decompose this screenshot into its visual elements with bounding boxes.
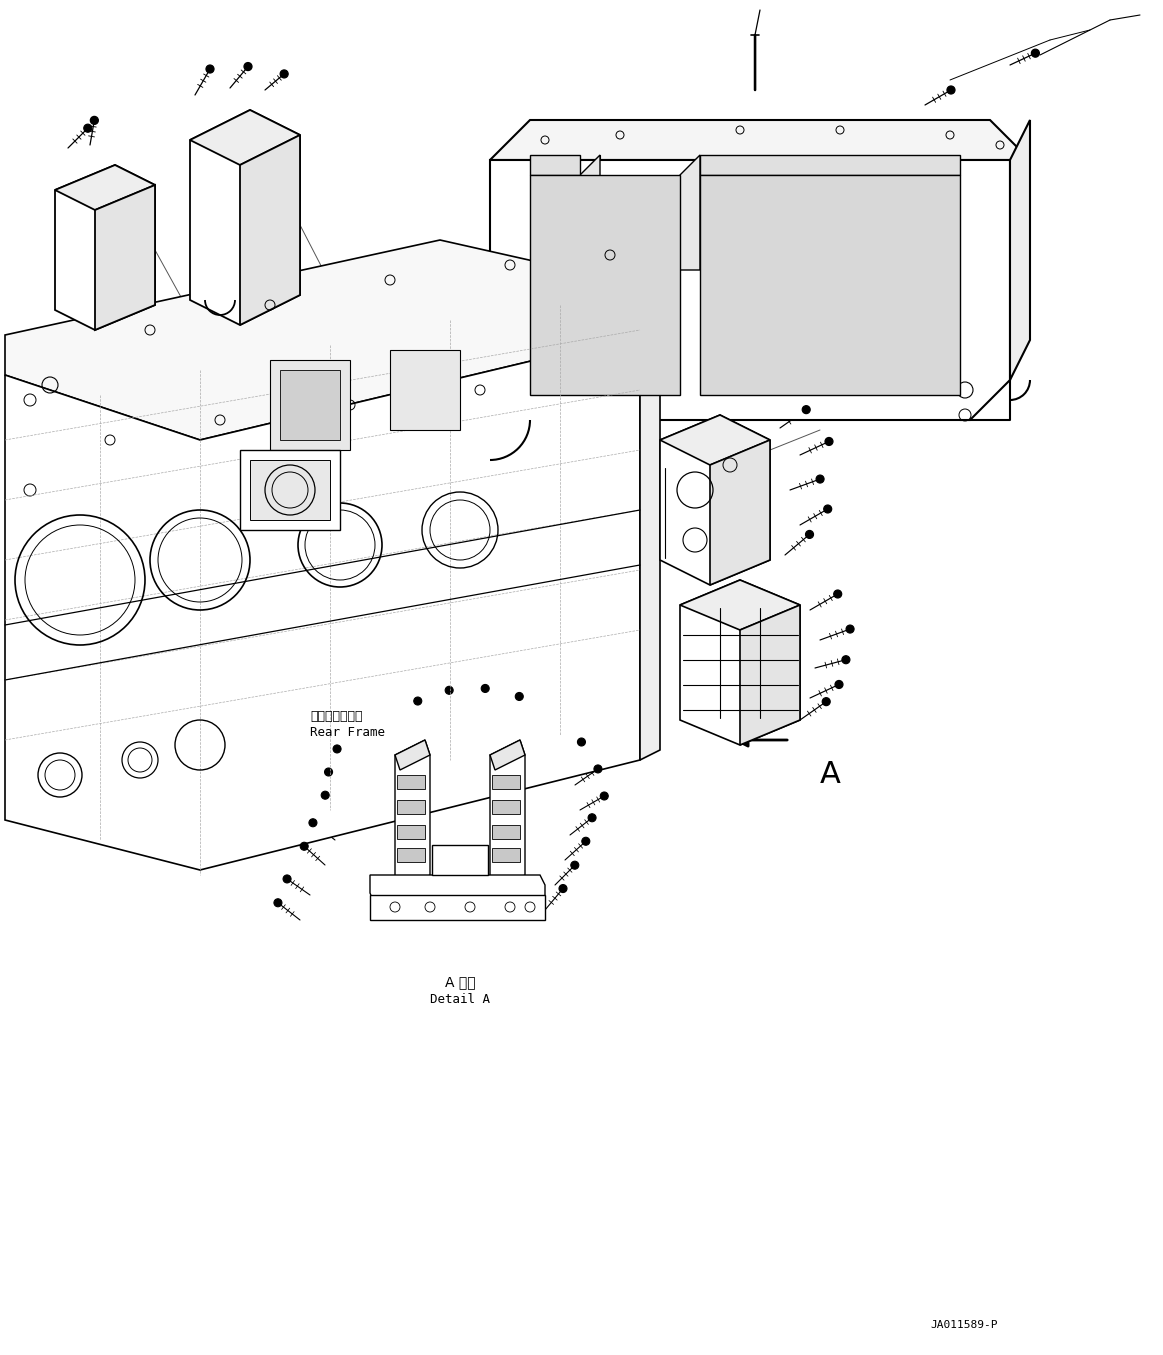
- Circle shape: [321, 791, 329, 799]
- Bar: [820, 201, 900, 222]
- Circle shape: [823, 505, 832, 514]
- Polygon shape: [55, 165, 155, 210]
- Text: JA011589-P: JA011589-P: [930, 1320, 998, 1331]
- Polygon shape: [640, 275, 659, 760]
- Circle shape: [588, 814, 597, 821]
- Bar: [492, 775, 520, 789]
- Circle shape: [414, 696, 422, 705]
- Polygon shape: [5, 335, 640, 870]
- Circle shape: [91, 117, 99, 125]
- Bar: [397, 825, 424, 839]
- Circle shape: [206, 65, 214, 73]
- Bar: [397, 799, 424, 814]
- Circle shape: [300, 843, 308, 851]
- Polygon shape: [700, 175, 959, 396]
- Polygon shape: [395, 740, 430, 770]
- Polygon shape: [680, 580, 800, 745]
- Bar: [820, 320, 900, 341]
- Bar: [720, 240, 800, 262]
- Polygon shape: [490, 740, 525, 890]
- Polygon shape: [700, 154, 959, 175]
- Polygon shape: [680, 580, 800, 630]
- Circle shape: [825, 438, 833, 446]
- Polygon shape: [709, 440, 770, 585]
- Bar: [820, 280, 900, 302]
- Circle shape: [280, 70, 288, 79]
- Polygon shape: [530, 154, 580, 175]
- Circle shape: [846, 625, 854, 633]
- Text: Detail A: Detail A: [430, 993, 490, 1005]
- Bar: [720, 201, 800, 222]
- Polygon shape: [95, 186, 155, 331]
- Bar: [250, 459, 330, 520]
- Bar: [492, 799, 520, 814]
- Circle shape: [445, 686, 454, 694]
- Circle shape: [571, 862, 579, 869]
- Text: Rear Frame: Rear Frame: [311, 726, 385, 738]
- Circle shape: [947, 85, 955, 93]
- Polygon shape: [580, 154, 600, 396]
- Bar: [240, 450, 340, 530]
- Circle shape: [283, 875, 291, 883]
- Circle shape: [835, 680, 843, 688]
- Polygon shape: [530, 175, 680, 396]
- Circle shape: [578, 738, 585, 747]
- Circle shape: [274, 898, 281, 906]
- Bar: [492, 848, 520, 862]
- Bar: [397, 775, 424, 789]
- Polygon shape: [659, 415, 770, 465]
- Circle shape: [842, 656, 850, 664]
- Polygon shape: [240, 136, 300, 325]
- Polygon shape: [55, 165, 155, 331]
- Circle shape: [244, 62, 252, 70]
- Polygon shape: [370, 875, 545, 905]
- Bar: [720, 280, 800, 302]
- Circle shape: [333, 745, 341, 753]
- Bar: [492, 825, 520, 839]
- Polygon shape: [680, 154, 700, 270]
- Text: A 詳細: A 詳細: [444, 976, 476, 989]
- Bar: [397, 848, 424, 862]
- Bar: [280, 370, 340, 440]
- Circle shape: [1032, 49, 1040, 57]
- Circle shape: [559, 885, 568, 893]
- Circle shape: [481, 684, 490, 692]
- Polygon shape: [740, 604, 800, 745]
- Polygon shape: [5, 240, 640, 440]
- Bar: [390, 350, 461, 430]
- Circle shape: [822, 698, 830, 706]
- Circle shape: [309, 818, 317, 827]
- Polygon shape: [490, 740, 525, 770]
- Circle shape: [802, 405, 811, 413]
- Circle shape: [84, 125, 92, 133]
- Polygon shape: [490, 121, 1030, 160]
- Circle shape: [324, 768, 333, 776]
- Circle shape: [515, 692, 523, 701]
- Polygon shape: [431, 846, 488, 875]
- Polygon shape: [190, 110, 300, 325]
- Polygon shape: [490, 160, 1009, 420]
- Polygon shape: [370, 896, 545, 920]
- Circle shape: [834, 589, 842, 598]
- Bar: [820, 240, 900, 262]
- Polygon shape: [659, 415, 770, 585]
- Polygon shape: [395, 740, 430, 890]
- Polygon shape: [190, 110, 300, 165]
- Text: リヤーフレーム: リヤーフレーム: [311, 710, 363, 724]
- Bar: [720, 320, 800, 341]
- Circle shape: [582, 837, 590, 846]
- Circle shape: [816, 476, 825, 482]
- Text: A: A: [820, 760, 841, 789]
- Circle shape: [600, 793, 608, 799]
- Circle shape: [594, 766, 602, 772]
- Bar: [270, 360, 350, 450]
- Circle shape: [806, 530, 813, 538]
- Polygon shape: [1009, 121, 1030, 379]
